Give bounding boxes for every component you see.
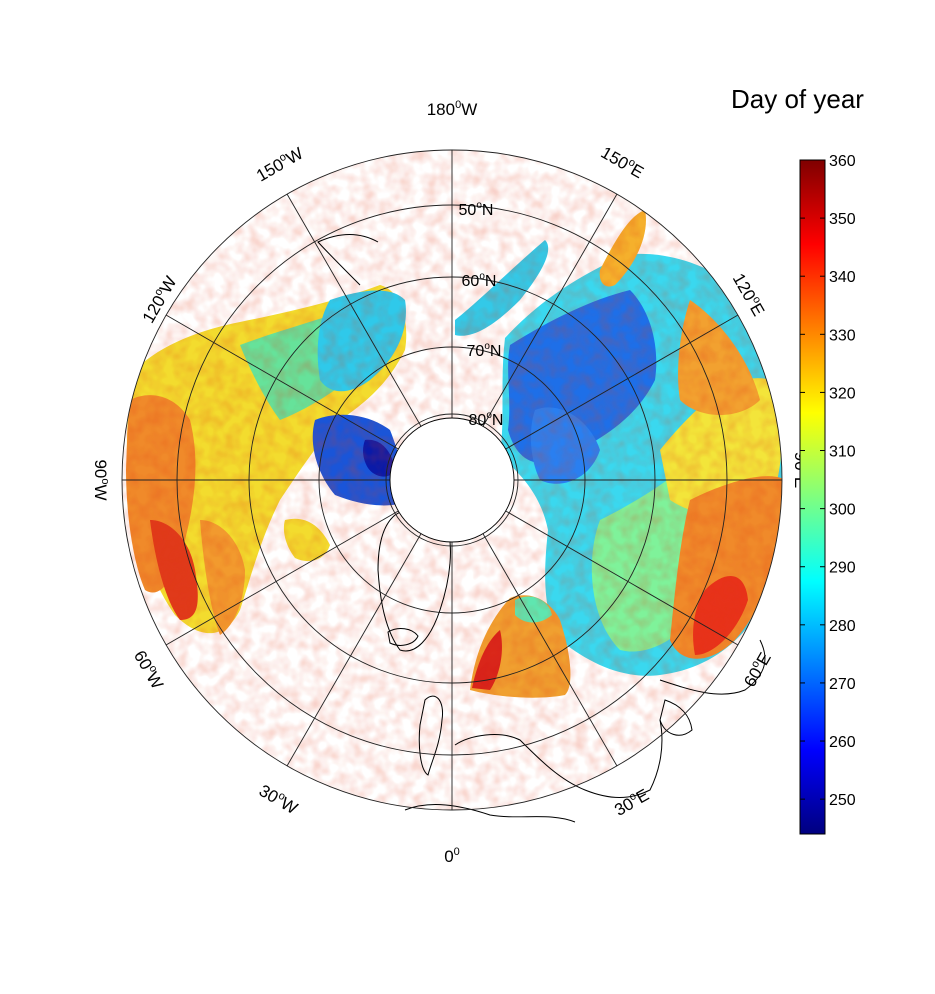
colorbar-ticks: 250 260 270 280 290 300 310 320 330 340 350 360 xyxy=(800,153,856,809)
asia-east-coast xyxy=(659,639,766,695)
label-60e: 60oE xyxy=(739,649,775,691)
colorbar-tick-label: 310 xyxy=(829,444,856,461)
colorbar-title: Day of year xyxy=(731,84,864,114)
colorbar-tick-label: 300 xyxy=(829,502,856,519)
alaska-coast xyxy=(317,234,379,286)
colorbar-tick-label: 290 xyxy=(829,560,856,577)
colorbar-tick-label: 340 xyxy=(829,269,856,286)
label-180w: 1800W xyxy=(427,99,478,119)
colorbar-tick-label: 320 xyxy=(829,385,856,402)
colorbar-tick-label: 330 xyxy=(829,327,856,344)
caspian-coast xyxy=(659,699,693,736)
colorbar-tick-label: 250 xyxy=(829,792,856,809)
europe-coast xyxy=(454,719,663,798)
colorbar-tick-label: 350 xyxy=(829,211,856,228)
label-50n: 50oN xyxy=(459,200,494,219)
label-70n: 70oN xyxy=(467,341,502,360)
label-150e: 150oE xyxy=(598,142,648,182)
label-80n: 80oN xyxy=(469,410,504,429)
colorbar-gradient xyxy=(799,159,826,835)
parallel-labels: 50oN 60oN 70oN 80oN xyxy=(459,200,504,429)
graticule xyxy=(121,149,783,811)
colorbar-tick-label: 270 xyxy=(829,676,856,693)
colorbar: 250 260 270 280 290 300 310 320 330 340 350 360 xyxy=(799,153,856,835)
colorbar-tick-label: 260 xyxy=(829,734,856,751)
mediterranean-coast xyxy=(404,804,576,823)
colorbar-tick-label: 280 xyxy=(829,618,856,635)
label-30w: 30oW xyxy=(256,780,302,818)
label-60w: 60oW xyxy=(130,647,168,693)
iceland-coast xyxy=(387,628,419,646)
label-150w: 150oW xyxy=(253,143,307,186)
pole-no-data xyxy=(389,417,515,543)
label-0: 00 xyxy=(444,846,460,866)
label-30e: 30oE xyxy=(611,784,653,820)
colorbar-tick-label: 360 xyxy=(829,153,856,170)
label-90w: 90oW xyxy=(91,459,111,500)
label-60n: 60oN xyxy=(462,271,497,290)
